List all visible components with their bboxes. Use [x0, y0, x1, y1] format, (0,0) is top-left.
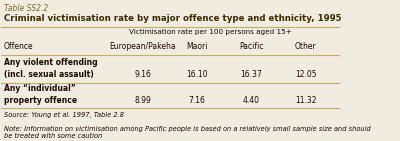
Text: Note: Information on victimisation among Pacific people is based on a relatively: Note: Information on victimisation among… [4, 126, 371, 139]
Text: 11.32: 11.32 [295, 96, 316, 105]
Text: 7.16: 7.16 [189, 96, 206, 105]
Text: Other: Other [295, 42, 316, 51]
Text: 16.10: 16.10 [186, 70, 208, 80]
Text: Any “individual”: Any “individual” [4, 84, 76, 93]
Text: 12.05: 12.05 [295, 70, 316, 80]
Text: Any violent offending: Any violent offending [4, 58, 98, 67]
Text: Victimisation rate per 100 persons aged 15+: Victimisation rate per 100 persons aged … [129, 29, 292, 35]
Text: Source: Young et al. 1997, Table 2.8: Source: Young et al. 1997, Table 2.8 [4, 112, 124, 118]
Text: Table SS2.2: Table SS2.2 [4, 4, 48, 13]
Text: Pacific: Pacific [239, 42, 264, 51]
Text: 9.16: 9.16 [134, 70, 152, 80]
Text: property offence: property offence [4, 96, 77, 105]
Text: Criminal victimisation rate by major offence type and ethnicity, 1995: Criminal victimisation rate by major off… [4, 14, 342, 23]
Text: 4.40: 4.40 [243, 96, 260, 105]
Text: 16.37: 16.37 [240, 70, 262, 80]
Text: (incl. sexual assault): (incl. sexual assault) [4, 70, 94, 80]
Text: 8.99: 8.99 [134, 96, 152, 105]
Text: European/Pakeha: European/Pakeha [110, 42, 176, 51]
Text: Offence: Offence [4, 42, 34, 51]
Text: Maori: Maori [186, 42, 208, 51]
